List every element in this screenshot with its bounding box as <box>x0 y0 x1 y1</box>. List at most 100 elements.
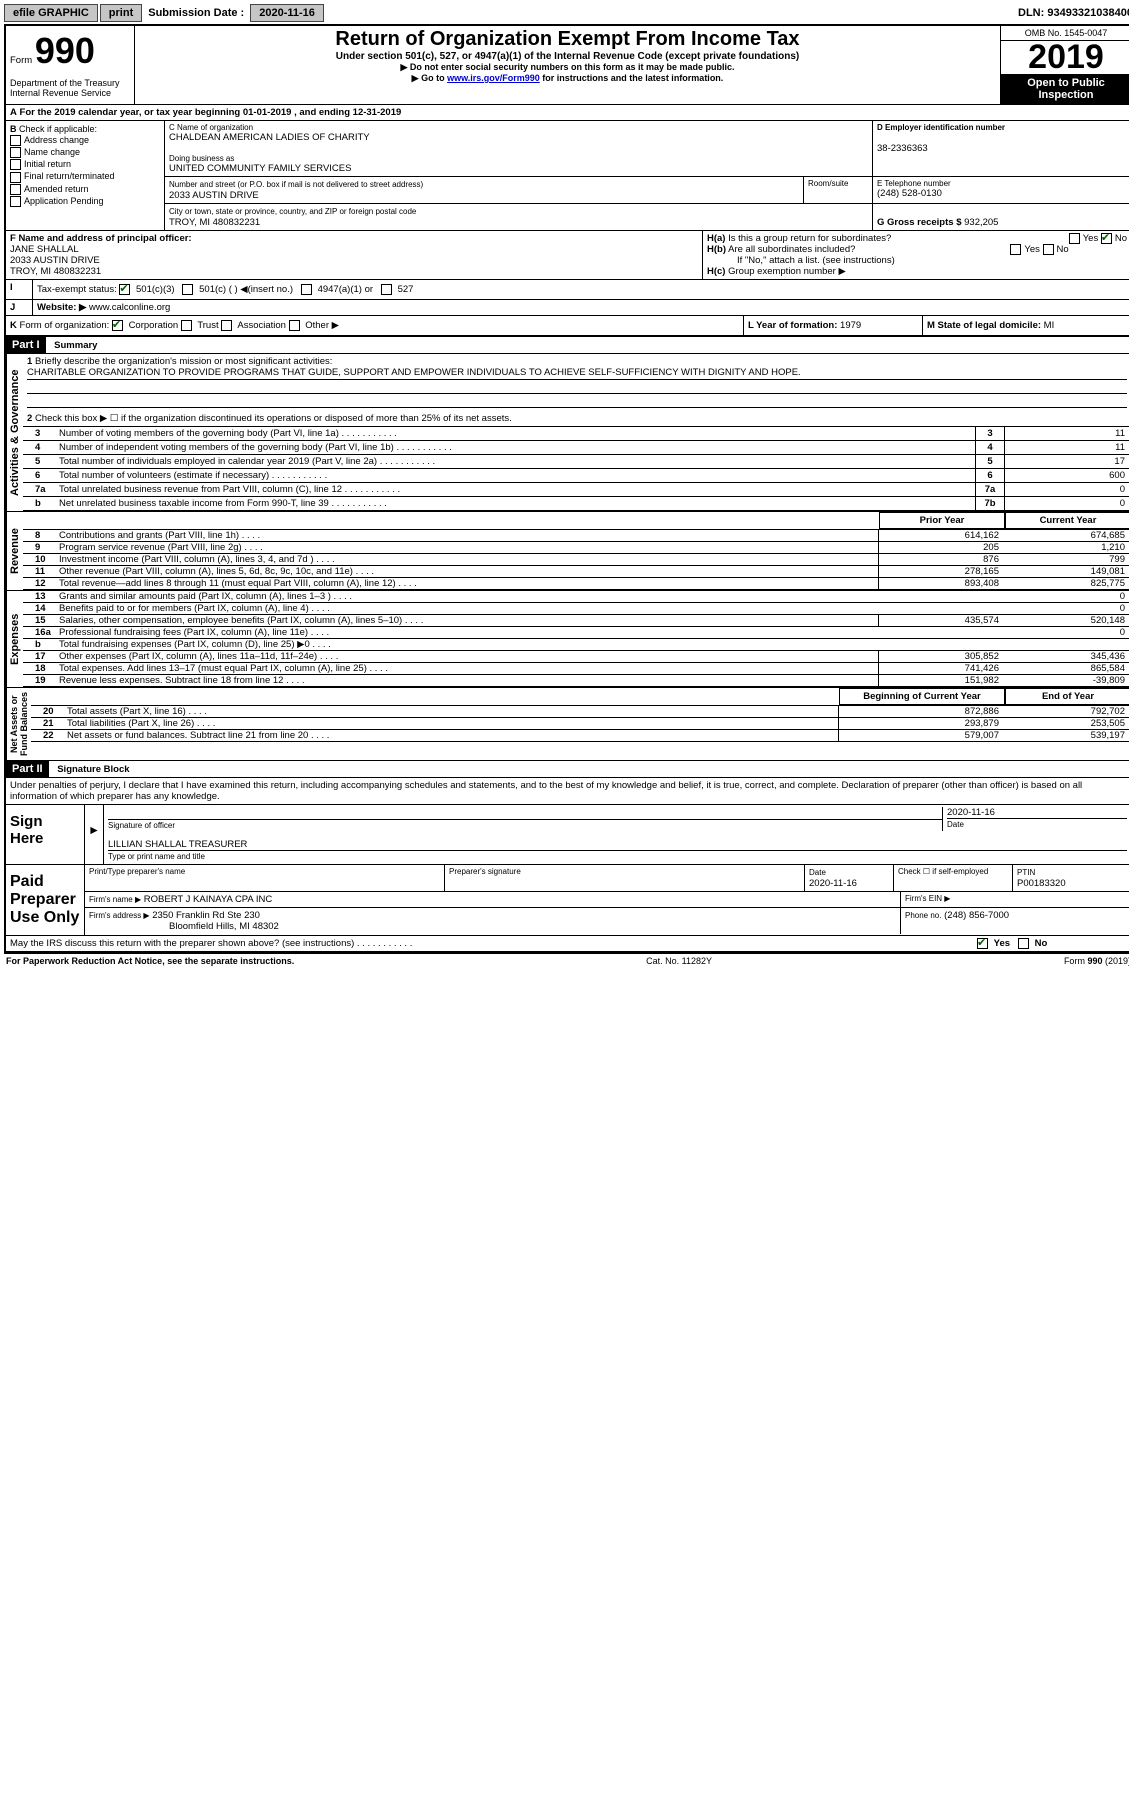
hb-yes[interactable]: Yes <box>1024 244 1040 255</box>
chk-initial[interactable]: Initial return <box>10 159 160 170</box>
website-row: J Website: ▶ www.calconline.org <box>6 300 1129 316</box>
opt-501c: 501(c) ( ) ◀(insert no.) <box>199 284 293 295</box>
hb-no[interactable]: No <box>1057 244 1069 255</box>
tax-year: 2019 <box>1001 38 1129 77</box>
current-year-hdr: Current Year <box>1005 512 1129 529</box>
org-info-block: B Check if applicable: Address change Na… <box>6 121 1129 231</box>
sign-here-label: Sign Here <box>6 805 85 864</box>
line-item: 9Program service revenue (Part VIII, lin… <box>23 542 1129 554</box>
phone: (248) 528-0130 <box>877 188 1127 199</box>
street-address: 2033 AUSTIN DRIVE <box>169 190 799 201</box>
chk-address[interactable]: Address change <box>10 135 160 146</box>
gross-receipts: 932,205 <box>964 217 998 228</box>
firm-name: ROBERT J KAINAYA CPA INC <box>144 894 272 905</box>
year-formation-label: L Year of formation: <box>748 320 837 331</box>
line-item: bNet unrelated business taxable income f… <box>23 497 1129 511</box>
ssn-notice: Do not enter social security numbers on … <box>410 62 735 72</box>
chk-527[interactable] <box>381 284 392 295</box>
line2-text: Check this box ▶ ☐ if the organization d… <box>35 413 512 424</box>
part2-label: Part II <box>6 761 49 777</box>
goto-pre: Go to <box>421 73 447 83</box>
line-item: 16aProfessional fundraising fees (Part I… <box>23 627 1129 639</box>
tax-exempt-label: Tax-exempt status: <box>37 284 117 295</box>
form-label: Form <box>10 55 32 66</box>
line-item: 6Total number of volunteers (estimate if… <box>23 469 1129 483</box>
opt-corp: Corporation <box>129 320 179 331</box>
firm-phone: (248) 856-7000 <box>944 910 1009 921</box>
chk-name-change[interactable]: Name change <box>10 147 160 158</box>
prior-year-hdr: Prior Year <box>879 512 1005 529</box>
firm-phone-label: Phone no. <box>905 911 941 920</box>
line-item: 4Number of independent voting members of… <box>23 441 1129 455</box>
chk-final[interactable]: Final return/terminated <box>10 171 160 182</box>
prep-date: 2020-11-16 <box>809 878 857 889</box>
discuss-yes: Yes <box>994 938 1010 949</box>
paid-preparer-label: Paid Preparer Use Only <box>6 865 85 935</box>
firm-addr2: Bloomfield Hills, MI 48302 <box>89 921 279 932</box>
dln: DLN: 93493321038400 <box>1018 7 1129 19</box>
org-name: CHALDEAN AMERICAN LADIES OF CHARITY <box>169 132 868 143</box>
inspection: Inspection <box>1038 89 1093 101</box>
chk-corp[interactable] <box>112 320 123 331</box>
form-990: Form 990 Department of the Treasury Inte… <box>4 24 1129 954</box>
chk-4947[interactable] <box>301 284 312 295</box>
chk-amended[interactable]: Amended return <box>10 184 160 195</box>
h-b-note: If "No," attach a list. (see instruction… <box>707 255 1127 266</box>
chk-assoc[interactable] <box>221 320 232 331</box>
revenue-section: Revenue Prior Year Current Year 8Contrib… <box>6 511 1129 590</box>
submission-date: 2020-11-16 <box>250 4 324 22</box>
firm-addr1: 2350 Franklin Rd Ste 230 <box>152 910 260 921</box>
print-button[interactable]: print <box>100 4 142 22</box>
begin-year-hdr: Beginning of Current Year <box>839 688 1005 705</box>
vert-net: Net Assets or Fund Balances <box>6 688 31 760</box>
sig-date-label: Date <box>947 820 964 829</box>
efile-button[interactable]: efile GRAPHIC <box>4 4 98 22</box>
firm-ein-label: Firm's EIN ▶ <box>901 892 1129 907</box>
ha-yes[interactable]: Yes <box>1083 233 1099 244</box>
line-a: A For the 2019 calendar year, or tax yea… <box>6 105 1129 121</box>
line-item: 18Total expenses. Add lines 13–17 (must … <box>23 663 1129 675</box>
h-b: Are all subordinates included? <box>728 244 855 255</box>
form-subtitle: Under section 501(c), 527, or 4947(a)(1)… <box>141 51 994 62</box>
activities-governance-section: Activities & Governance 1 Briefly descri… <box>6 354 1129 511</box>
submission-label: Submission Date : <box>144 7 248 19</box>
opt-other: Other ▶ <box>305 320 339 331</box>
chk-trust[interactable] <box>181 320 192 331</box>
check-self-employed[interactable]: Check ☐ if self-employed <box>894 865 1013 891</box>
expenses-section: Expenses 13Grants and similar amounts pa… <box>6 590 1129 687</box>
h-c: Group exemption number ▶ <box>728 266 846 277</box>
ptin-label: PTIN <box>1017 868 1035 877</box>
opt-527: 527 <box>398 284 414 295</box>
form-org-row: K Form of organization: Corporation Trus… <box>6 316 1129 336</box>
discuss-no-chk[interactable] <box>1018 938 1029 949</box>
dba-label: Doing business as <box>169 154 868 163</box>
city: TROY, MI 480832231 <box>169 217 868 228</box>
sign-arrow-icon: ▶ <box>85 805 104 864</box>
chk-501c[interactable] <box>182 284 193 295</box>
instructions-link[interactable]: www.irs.gov/Form990 <box>447 73 540 83</box>
vert-exp: Expenses <box>6 591 23 687</box>
line-item: 7aTotal unrelated business revenue from … <box>23 483 1129 497</box>
addr-label: Number and street (or P.O. box if mail i… <box>169 180 423 189</box>
line-item: 10Investment income (Part VIII, column (… <box>23 554 1129 566</box>
line-item: 15Salaries, other compensation, employee… <box>23 615 1129 627</box>
may-discuss-row: May the IRS discuss this return with the… <box>6 936 1129 952</box>
discuss-no: No <box>1035 938 1048 949</box>
chk-app-pending[interactable]: Application Pending <box>10 196 160 207</box>
chk-other[interactable] <box>289 320 300 331</box>
ha-no[interactable]: No <box>1115 233 1127 244</box>
ein-label: D Employer identification number <box>877 123 1005 132</box>
chk-501c3[interactable] <box>119 284 130 295</box>
department: Department of the Treasury Internal Reve… <box>6 76 134 100</box>
year-formation: 1979 <box>840 320 861 331</box>
discuss-yes-chk[interactable] <box>977 938 988 949</box>
section-b: B Check if applicable: Address change Na… <box>6 121 165 230</box>
part1-label: Part I <box>6 337 46 353</box>
open-public: Open to Public <box>1027 77 1105 89</box>
end-year-hdr: End of Year <box>1005 688 1129 705</box>
officer-group-block: F Name and address of principal officer:… <box>6 231 1129 280</box>
form-number: 990 <box>35 30 95 71</box>
opt-4947: 4947(a)(1) or <box>318 284 373 295</box>
paid-preparer-block: Paid Preparer Use Only Print/Type prepar… <box>6 865 1129 936</box>
form-org-label: Form of organization: <box>20 320 110 331</box>
